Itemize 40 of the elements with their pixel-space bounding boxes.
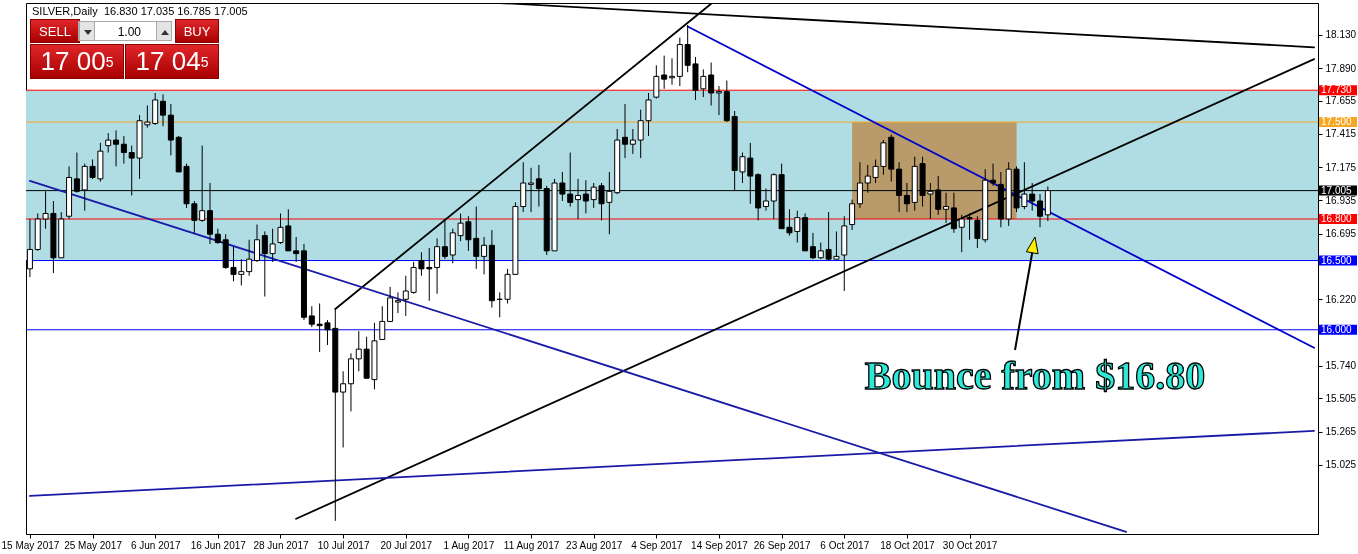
y-tick-label: 16.220 [1325,293,1357,305]
y-tick-label: 17.175 [1325,161,1357,173]
annotation: 17 00$^{5}$ [30,44,124,79]
x-tick-label: 1 Aug 2017 [443,539,495,551]
x-tick-label: 23 Aug 2017 [566,539,623,551]
annotation: Bounce from $16.80 [864,351,1206,399]
annotation: BUY [175,19,219,43]
x-tick-label: 6 Oct 2017 [820,539,870,551]
x-tick-label: 6 Jun 2017 [130,539,181,551]
x-tick-label: 11 Aug 2017 [503,539,560,551]
x-tick-label: 15 May 2017 [1,539,60,551]
annotation: SELL [30,19,80,43]
ref-line-label: 16.000 [1321,323,1353,335]
x-tick-label: 18 Oct 2017 [880,539,936,551]
y-tick-label: 15.025 [1325,459,1357,471]
y-tick-label: 17.890 [1325,62,1357,74]
chart-title: SILVER,Daily 16.830 17.035 16.785 17.005 [32,5,248,17]
x-tick-label: 30 Oct 2017 [942,539,998,551]
ref-line-label: 17.730 [1321,84,1353,96]
y-tick-label: 15.740 [1325,360,1357,372]
x-tick-label: 28 Jun 2017 [253,539,309,551]
x-tick-label: 10 Jul 2017 [317,539,370,551]
y-tick-label: 15.505 [1325,392,1357,404]
y-tick-label: 17.415 [1325,128,1357,140]
ref-line-label: 17.500 [1321,116,1353,128]
y-tick-label: 15.265 [1325,426,1357,438]
x-tick-label: 20 Jul 2017 [380,539,433,551]
ref-line-label: 17.005 [1321,184,1353,196]
x-tick-label: 4 Sep 2017 [631,539,683,551]
y-tick-label: 16.695 [1325,228,1357,240]
x-tick-label: 14 Sep 2017 [691,539,749,551]
y-tick-label: 17.655 [1325,95,1357,107]
x-tick-label: 25 May 2017 [64,539,123,551]
y-tick-label: 16.935 [1325,194,1357,206]
x-tick-label: 26 Sep 2017 [753,539,811,551]
annotation: 17 04$^{5}$ [125,44,219,79]
x-tick-label: 16 Jun 2017 [190,539,247,551]
ref-line-label: 16.800 [1321,213,1353,224]
ref-line-label: 16.500 [1321,254,1353,266]
y-tick-label: 18.130 [1325,29,1357,41]
